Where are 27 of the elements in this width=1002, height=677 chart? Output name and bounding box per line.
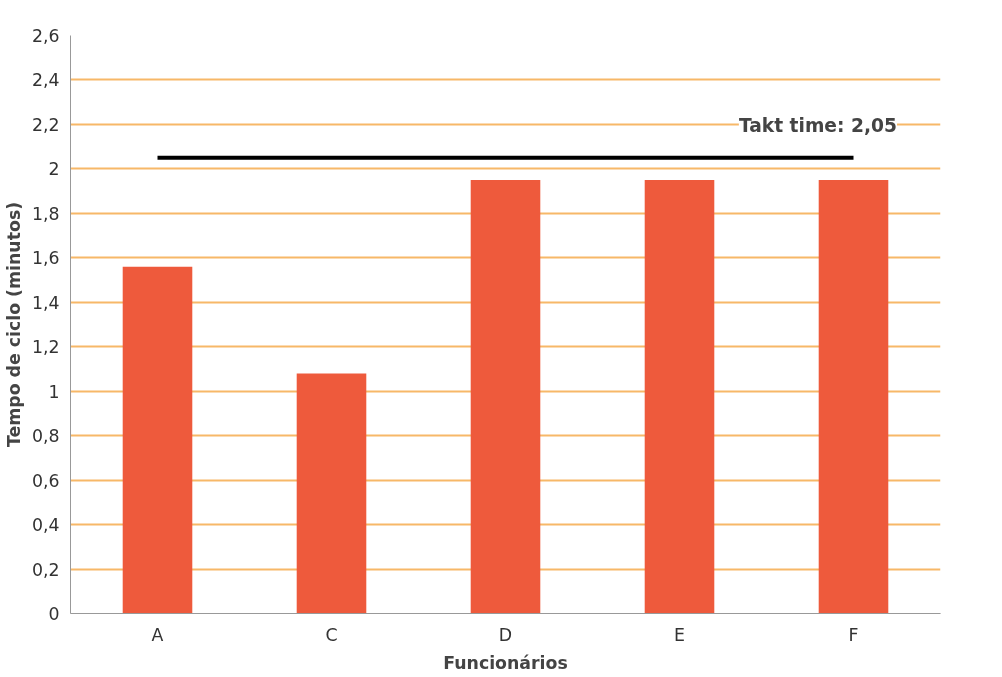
y-tick-label: 1,2 — [31, 337, 60, 358]
bar — [818, 180, 889, 614]
y-tick-label: 1 — [48, 381, 60, 402]
x-tick-label: F — [848, 624, 859, 645]
x-tick-label: A — [151, 624, 164, 645]
y-tick-label: 0,6 — [31, 470, 60, 491]
y-tick-label: 1,8 — [31, 203, 60, 224]
y-tick-label: 1,6 — [31, 248, 60, 269]
bar — [470, 180, 541, 614]
x-axis-title: Funcionários — [443, 652, 568, 673]
bar — [644, 180, 715, 614]
y-tick-label: 2 — [48, 159, 60, 180]
x-tick-label: C — [325, 624, 338, 645]
y-tick-label: 0,4 — [31, 515, 60, 536]
y-tick-label: 2,4 — [31, 70, 60, 91]
ref-line-label: Takt time: 2,05 — [738, 114, 897, 136]
bar — [296, 373, 367, 614]
y-tick-label: 0,2 — [31, 559, 60, 580]
y-tick-label: 0,8 — [31, 426, 60, 447]
y-tick-label: 0 — [48, 604, 60, 624]
y-axis-title: Tempo de ciclo (minutos) — [3, 201, 24, 448]
x-tick-label: E — [674, 624, 685, 645]
x-tick-label: D — [498, 624, 513, 645]
bar — [122, 266, 193, 614]
y-tick-label: 2,2 — [31, 114, 60, 135]
y-tick-label: 1,4 — [31, 292, 60, 313]
y-tick-label: 2,6 — [31, 26, 60, 46]
